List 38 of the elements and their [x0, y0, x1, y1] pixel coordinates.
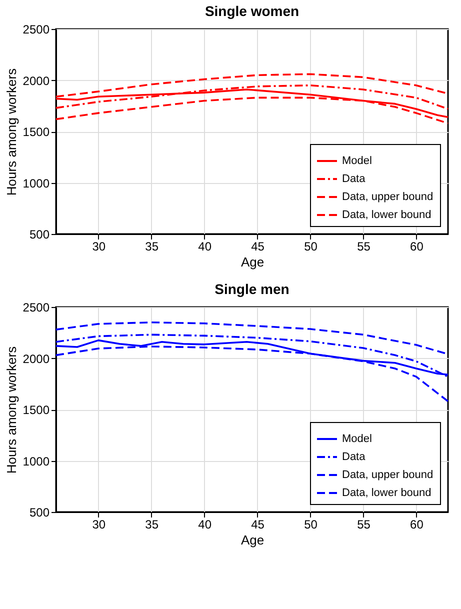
legend-label: Data, lower bound [342, 209, 432, 221]
y-tick-label: 1000 [22, 454, 50, 468]
x-tick-label: 60 [410, 240, 424, 254]
x-axis-title: Age [240, 254, 264, 270]
x-tick-label: 55 [357, 240, 371, 254]
x-tick-label: 40 [198, 240, 212, 254]
y-tick-label: 2000 [22, 74, 50, 88]
y-tick-label: 500 [29, 228, 50, 242]
x-tick-label: 55 [357, 518, 371, 532]
x-tick-label: 30 [92, 240, 106, 254]
y-tick-label: 1000 [22, 176, 50, 190]
x-tick-label: 40 [198, 518, 212, 532]
legend-label: Data [342, 451, 366, 463]
y-tick-label: 2500 [22, 22, 50, 36]
y-axis-title: Hours among workers [4, 346, 19, 474]
x-tick-label: 45 [251, 518, 265, 532]
chart-title: Single women [204, 3, 300, 19]
x-tick-label: 60 [410, 518, 424, 532]
x-tick-label: 50 [304, 518, 318, 532]
legend-label: Data [342, 173, 366, 185]
chart-title: Single men [214, 281, 290, 297]
legend-label: Model [342, 155, 372, 167]
legend-label: Data, lower bound [342, 487, 432, 499]
y-tick-label: 2500 [22, 300, 50, 314]
legend-label: Data, upper bound [342, 469, 434, 481]
x-tick-label: 30 [92, 518, 106, 532]
x-tick-label: 35 [145, 518, 159, 532]
x-tick-label: 45 [251, 240, 265, 254]
x-tick-label: 35 [145, 240, 159, 254]
legend-label: Data, upper bound [342, 191, 434, 203]
y-tick-label: 1500 [22, 403, 50, 417]
y-tick-label: 1500 [22, 125, 50, 139]
y-tick-label: 2000 [22, 352, 50, 366]
legend-label: Model [342, 433, 372, 445]
x-axis-title: Age [240, 532, 264, 548]
y-axis-title: Hours among workers [4, 68, 19, 196]
y-tick-label: 500 [29, 506, 50, 520]
x-tick-label: 50 [304, 240, 318, 254]
